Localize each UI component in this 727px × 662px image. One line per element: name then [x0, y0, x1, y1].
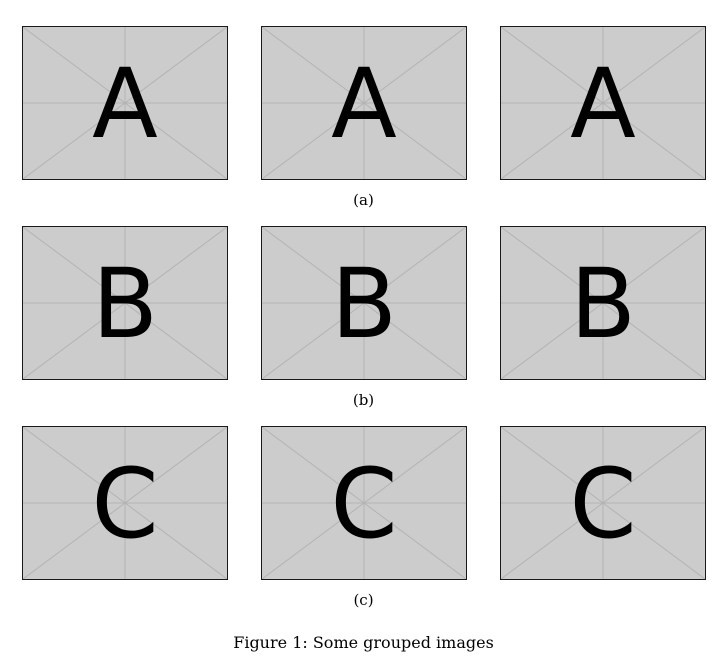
image-letter: B — [331, 248, 397, 360]
placeholder-image: A — [500, 26, 706, 180]
subfigure-caption: (c) — [353, 591, 374, 609]
placeholder-guides-icon — [262, 427, 466, 579]
subfigure-a: A A A (a) — [0, 0, 727, 209]
image-letter: A — [331, 48, 397, 160]
subfigure-c: C C C (c) — [0, 400, 727, 609]
placeholder-image: B — [261, 226, 467, 380]
subfigure-caption: (b) — [352, 391, 375, 409]
placeholder-guides-icon — [23, 227, 227, 379]
placeholder-image: B — [22, 226, 228, 380]
placeholder-guides-icon — [501, 227, 705, 379]
placeholder-image: A — [22, 26, 228, 180]
placeholder-image: B — [500, 226, 706, 380]
placeholder-image: C — [22, 426, 228, 580]
placeholder-guides-icon — [501, 427, 705, 579]
placeholder-guides-icon — [23, 27, 227, 179]
image-letter: C — [91, 448, 159, 560]
subfigure-b: B B B (b) — [0, 200, 727, 409]
subfigure-caption: (a) — [353, 191, 374, 209]
image-letter: A — [570, 48, 636, 160]
image-letter: A — [92, 48, 158, 160]
placeholder-image: C — [500, 426, 706, 580]
placeholder-guides-icon — [262, 227, 466, 379]
placeholder-image: C — [261, 426, 467, 580]
figure-caption: Figure 1: Some grouped images — [233, 633, 494, 652]
placeholder-image: A — [261, 26, 467, 180]
placeholder-guides-icon — [501, 27, 705, 179]
image-letter: C — [569, 448, 637, 560]
image-letter: B — [570, 248, 636, 360]
placeholder-guides-icon — [262, 27, 466, 179]
image-letter: C — [330, 448, 398, 560]
placeholder-guides-icon — [23, 427, 227, 579]
image-letter: B — [92, 248, 158, 360]
